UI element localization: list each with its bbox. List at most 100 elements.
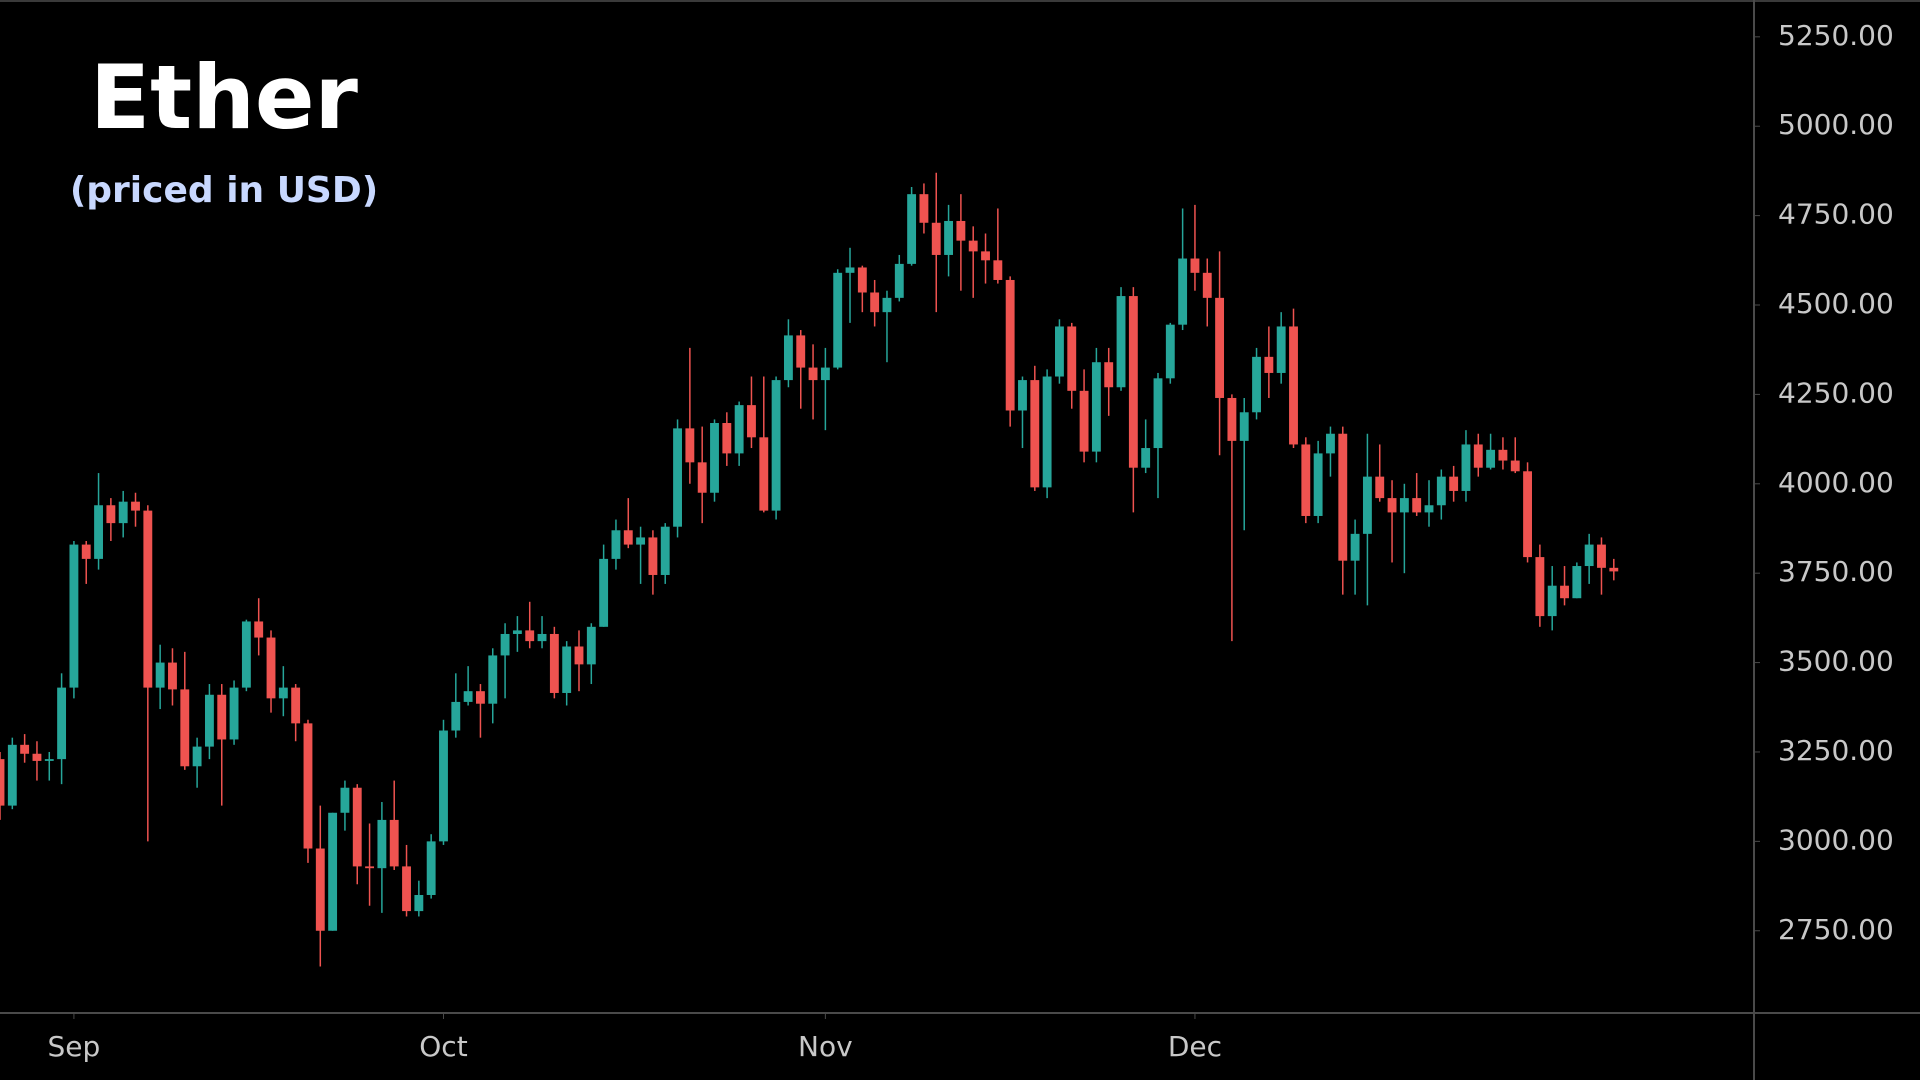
candle-body	[894, 263, 904, 298]
candle-body	[919, 194, 929, 223]
candle-body	[389, 819, 399, 867]
candle-body	[204, 694, 214, 747]
candle-body	[870, 292, 880, 313]
candle-body	[1091, 362, 1101, 452]
candle-body	[537, 633, 547, 642]
candle-body	[1202, 272, 1212, 298]
candle-body	[131, 501, 140, 511]
x-tick-label: Nov	[798, 1030, 853, 1063]
candle-body	[1227, 397, 1237, 441]
candle-body	[155, 662, 165, 688]
y-tick-label: 2750.00	[1778, 913, 1894, 946]
candle-body	[1510, 460, 1520, 472]
candle-body	[968, 240, 978, 252]
y-tick-label: 3000.00	[1778, 823, 1894, 856]
x-tick-label: Sep	[48, 1030, 101, 1063]
candle-body	[611, 530, 621, 559]
candle-body	[1473, 444, 1483, 468]
candle-body	[402, 866, 411, 912]
candle-body	[143, 510, 153, 688]
candle-body	[956, 220, 966, 241]
candle-body	[315, 848, 325, 931]
candle-body	[1252, 356, 1261, 413]
candle-body	[241, 621, 251, 688]
candle-body	[747, 405, 756, 438]
candle-body	[476, 691, 485, 704]
plot-area	[0, 172, 1619, 967]
candle-body	[857, 267, 867, 293]
candle-body	[993, 260, 1003, 280]
candle-body	[94, 505, 103, 559]
candle-body	[426, 841, 436, 896]
chart-subtitle: (priced in USD)	[70, 170, 378, 211]
candle-body	[1153, 378, 1163, 449]
candle-body	[168, 662, 177, 690]
candle-body	[1597, 544, 1606, 568]
candle-body	[734, 405, 744, 454]
y-tick-label: 3750.00	[1778, 555, 1894, 588]
candle-body	[808, 367, 818, 381]
candle-body	[944, 220, 954, 255]
y-tick-label: 4500.00	[1778, 287, 1894, 320]
candle-body	[1313, 453, 1323, 516]
candle-body	[328, 812, 338, 931]
chart-title: Ether	[90, 46, 359, 149]
candle-body	[1178, 258, 1188, 325]
x-tick-label: Oct	[419, 1030, 467, 1063]
candle-body	[1005, 279, 1015, 411]
candle-body	[1535, 557, 1545, 617]
candle-body	[192, 746, 202, 767]
candle-body	[648, 537, 658, 575]
candle-body	[599, 558, 609, 627]
y-tick-label: 4000.00	[1778, 466, 1894, 499]
candle-body	[1362, 476, 1372, 534]
candle-body	[278, 687, 288, 699]
candle-body	[574, 646, 584, 665]
candle-body	[981, 251, 990, 261]
candle-body	[882, 297, 892, 313]
y-tick-label: 5250.00	[1778, 19, 1894, 52]
candle-body	[1436, 476, 1446, 506]
y-tick-label: 3250.00	[1778, 734, 1894, 767]
candle-body	[1215, 297, 1225, 398]
candle-body	[1055, 326, 1064, 377]
candle-body	[1523, 471, 1532, 558]
candle-body	[352, 787, 362, 867]
candle-body	[1042, 376, 1052, 488]
candle-body	[1461, 444, 1471, 491]
candle-body	[1141, 448, 1151, 468]
candle-body	[1498, 449, 1508, 461]
candle-body	[1165, 324, 1175, 379]
candle-body	[217, 694, 227, 740]
candle-body	[1116, 296, 1126, 388]
candle-body	[1301, 444, 1311, 516]
candle-body	[1030, 380, 1040, 488]
candle-body	[722, 423, 732, 454]
candle-body	[377, 819, 387, 869]
candle-body	[697, 462, 707, 493]
candle-body	[1326, 433, 1335, 454]
candle-body	[759, 437, 769, 511]
candle-body	[106, 505, 116, 524]
candle-body	[414, 895, 424, 912]
candle-body	[463, 691, 473, 702]
candle-body	[1486, 449, 1496, 468]
candle-body	[291, 687, 301, 724]
candle-body	[81, 544, 91, 559]
candle-body	[525, 630, 535, 642]
candle-body	[229, 687, 239, 740]
candle-body	[1067, 326, 1077, 391]
candle-body	[1350, 533, 1360, 561]
candle-body	[1547, 585, 1557, 617]
candle-body	[1190, 258, 1200, 273]
candle-body	[1289, 326, 1298, 445]
y-tick-label: 4250.00	[1778, 376, 1894, 409]
candle-body	[44, 759, 54, 761]
candle-body	[820, 367, 830, 381]
candle-body	[1560, 585, 1569, 599]
candle-body	[439, 730, 448, 842]
candle-body	[1018, 380, 1027, 411]
